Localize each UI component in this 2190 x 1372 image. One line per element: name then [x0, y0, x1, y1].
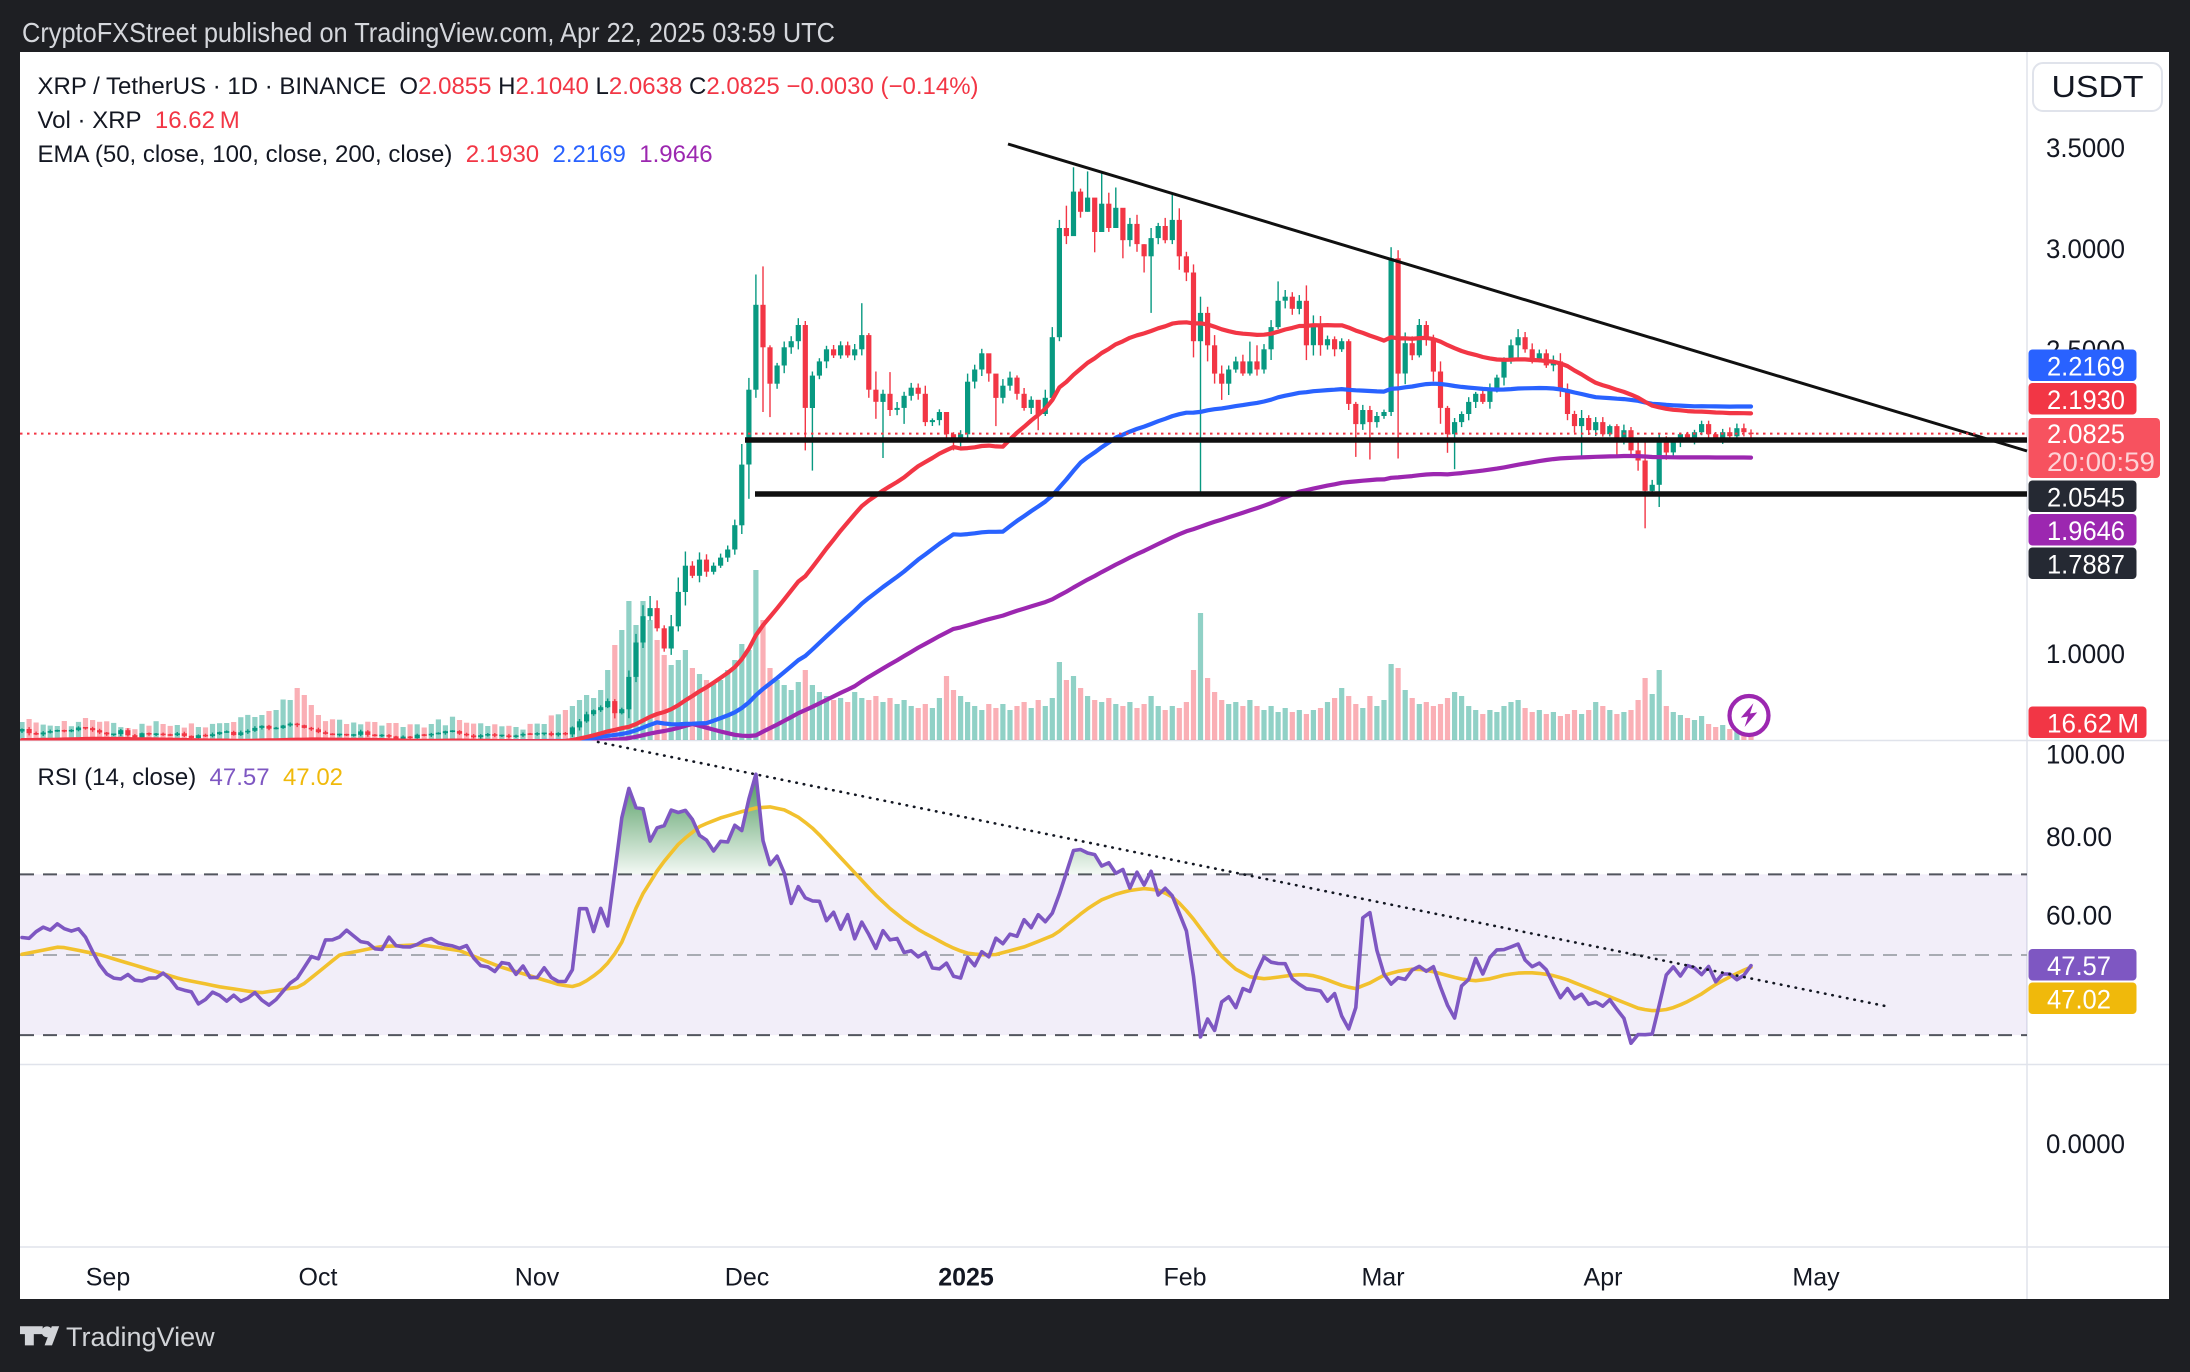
svg-text:TradingView: TradingView: [66, 1322, 215, 1352]
svg-text:EMA (50, close, 100, close, 20: EMA (50, close, 100, close, 200, close) …: [38, 141, 713, 168]
svg-text:3.0000: 3.0000: [2046, 234, 2125, 264]
svg-text:CryptoFXStreet published on Tr: CryptoFXStreet published on TradingView.…: [22, 17, 835, 48]
svg-text:80.00: 80.00: [2046, 822, 2112, 852]
svg-text:Sep: Sep: [86, 1264, 130, 1292]
svg-text:XRP / TetherUS · 1D · BINANCE: XRP / TetherUS · 1D · BINANCE O2.0855 H2…: [38, 73, 979, 100]
svg-text:16.62 M: 16.62 M: [2047, 708, 2139, 738]
svg-text:2025: 2025: [938, 1264, 994, 1292]
svg-text:Apr: Apr: [1584, 1264, 1623, 1292]
svg-text:Nov: Nov: [515, 1264, 560, 1292]
svg-text:May: May: [1792, 1264, 1840, 1292]
svg-text:USDT: USDT: [2052, 69, 2144, 104]
svg-text:Oct: Oct: [299, 1264, 338, 1292]
svg-text:47.02: 47.02: [2047, 984, 2111, 1014]
svg-text:Feb: Feb: [1163, 1264, 1206, 1292]
svg-text:20:00:59: 20:00:59: [2047, 447, 2155, 477]
svg-text:Mar: Mar: [1361, 1264, 1404, 1292]
svg-text:3.5000: 3.5000: [2046, 133, 2125, 163]
svg-text:60.00: 60.00: [2046, 901, 2112, 931]
svg-text:1.9646: 1.9646: [2047, 516, 2125, 546]
svg-text:0.0000: 0.0000: [2046, 1129, 2125, 1159]
svg-text:2.0825: 2.0825: [2047, 419, 2125, 449]
svg-text:2.0545: 2.0545: [2047, 482, 2125, 512]
svg-text:2.1930: 2.1930: [2047, 385, 2125, 415]
svg-text:Vol · XRP 16.62 M: Vol · XRP 16.62 M: [38, 107, 240, 134]
svg-text:100.00: 100.00: [2046, 740, 2125, 770]
svg-text:2.2169: 2.2169: [2047, 351, 2125, 381]
svg-text:1.0000: 1.0000: [2046, 639, 2125, 669]
svg-text:47.57: 47.57: [2047, 951, 2111, 981]
svg-text:Dec: Dec: [725, 1264, 769, 1292]
svg-text:1.7887: 1.7887: [2047, 549, 2125, 579]
svg-text:RSI (14, close) 47.57 47.02: RSI (14, close) 47.57 47.02: [38, 764, 344, 791]
